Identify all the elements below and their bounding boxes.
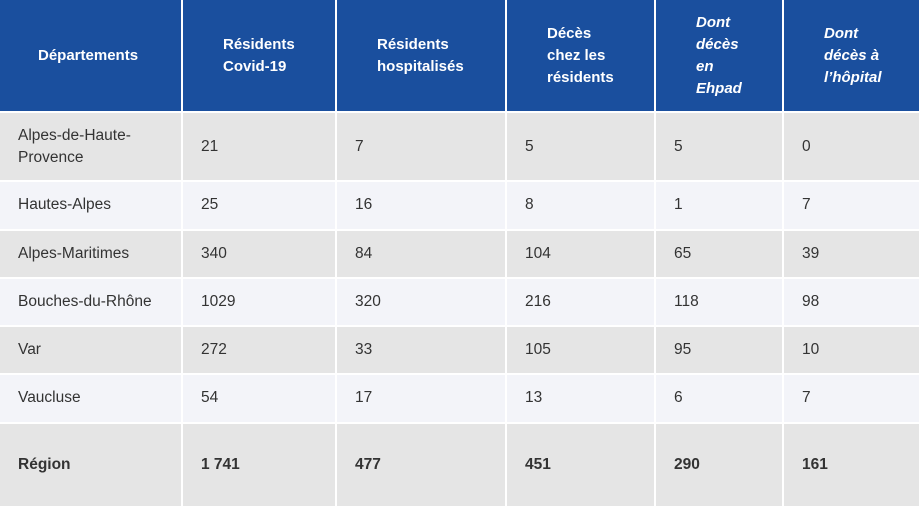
cell-deces-residents: 5 <box>506 112 656 183</box>
cell-deces-hopital: 10 <box>783 326 919 376</box>
department-name: Alpes-Maritimes <box>0 229 183 279</box>
cell-deces-residents: 216 <box>506 277 656 328</box>
cell-residents-hospitalises: 84 <box>336 229 507 279</box>
cell-residents-hospitalises: 320 <box>336 277 507 328</box>
cell-residents-covid: 272 <box>182 326 337 376</box>
table-row: Alpes-Maritimes 340 84 104 65 39 <box>0 229 919 279</box>
cell-deces-hopital: 7 <box>783 181 919 231</box>
department-name: Bouches-du-Rhône <box>0 277 183 328</box>
header-residents-covid: Résidents Covid-19 <box>182 0 337 113</box>
cell-deces-hopital: 0 <box>783 112 919 183</box>
table-row: Var 272 33 105 95 10 <box>0 326 919 376</box>
region-label: Région <box>0 422 183 508</box>
total-row: Région 1 741 477 451 290 161 <box>0 422 919 508</box>
department-name: Var <box>0 326 183 376</box>
department-name: Alpes-de-Haute-Provence <box>0 112 183 183</box>
cell-deces-ehpad: 118 <box>655 277 784 328</box>
cell-deces-hopital: 7 <box>783 374 919 424</box>
cell-residents-covid: 21 <box>182 112 337 183</box>
total-residents-hospitalises: 477 <box>336 422 507 508</box>
total-deces-ehpad: 290 <box>655 422 784 508</box>
total-deces-residents: 451 <box>506 422 656 508</box>
cell-deces-residents: 13 <box>506 374 656 424</box>
cell-residents-covid: 1029 <box>182 277 337 328</box>
header-row: Départements Résidents Covid-19 Résident… <box>0 0 919 113</box>
cell-deces-ehpad: 95 <box>655 326 784 376</box>
cell-deces-residents: 104 <box>506 229 656 279</box>
cell-residents-covid: 54 <box>182 374 337 424</box>
cell-deces-residents: 105 <box>506 326 656 376</box>
total-residents-covid: 1 741 <box>182 422 337 508</box>
cell-deces-ehpad: 6 <box>655 374 784 424</box>
table-row: Hautes-Alpes 25 16 8 1 7 <box>0 181 919 231</box>
table-row: Bouches-du-Rhône 1029 320 216 118 98 <box>0 277 919 328</box>
total-deces-hopital: 161 <box>783 422 919 508</box>
cell-residents-covid: 25 <box>182 181 337 231</box>
cell-residents-hospitalises: 16 <box>336 181 507 231</box>
header-residents-hospitalises: Résidents hospitalisés <box>336 0 507 113</box>
header-deces-ehpad: Dont décès en Ehpad <box>655 0 784 113</box>
cell-deces-ehpad: 65 <box>655 229 784 279</box>
cell-deces-ehpad: 5 <box>655 112 784 183</box>
cell-residents-hospitalises: 17 <box>336 374 507 424</box>
table-row: Vaucluse 54 17 13 6 7 <box>0 374 919 424</box>
header-deces-residents: Décès chez les résidents <box>506 0 656 113</box>
cell-deces-hopital: 39 <box>783 229 919 279</box>
cell-deces-ehpad: 1 <box>655 181 784 231</box>
department-name: Vaucluse <box>0 374 183 424</box>
cell-deces-hopital: 98 <box>783 277 919 328</box>
department-name: Hautes-Alpes <box>0 181 183 231</box>
table-row: Alpes-de-Haute-Provence 21 7 5 5 0 <box>0 112 919 183</box>
cell-residents-hospitalises: 33 <box>336 326 507 376</box>
cell-deces-residents: 8 <box>506 181 656 231</box>
header-deces-hopital: Dont décès à l’hôpital <box>783 0 919 113</box>
header-departements: Départements <box>0 0 183 113</box>
cell-residents-covid: 340 <box>182 229 337 279</box>
cell-residents-hospitalises: 7 <box>336 112 507 183</box>
